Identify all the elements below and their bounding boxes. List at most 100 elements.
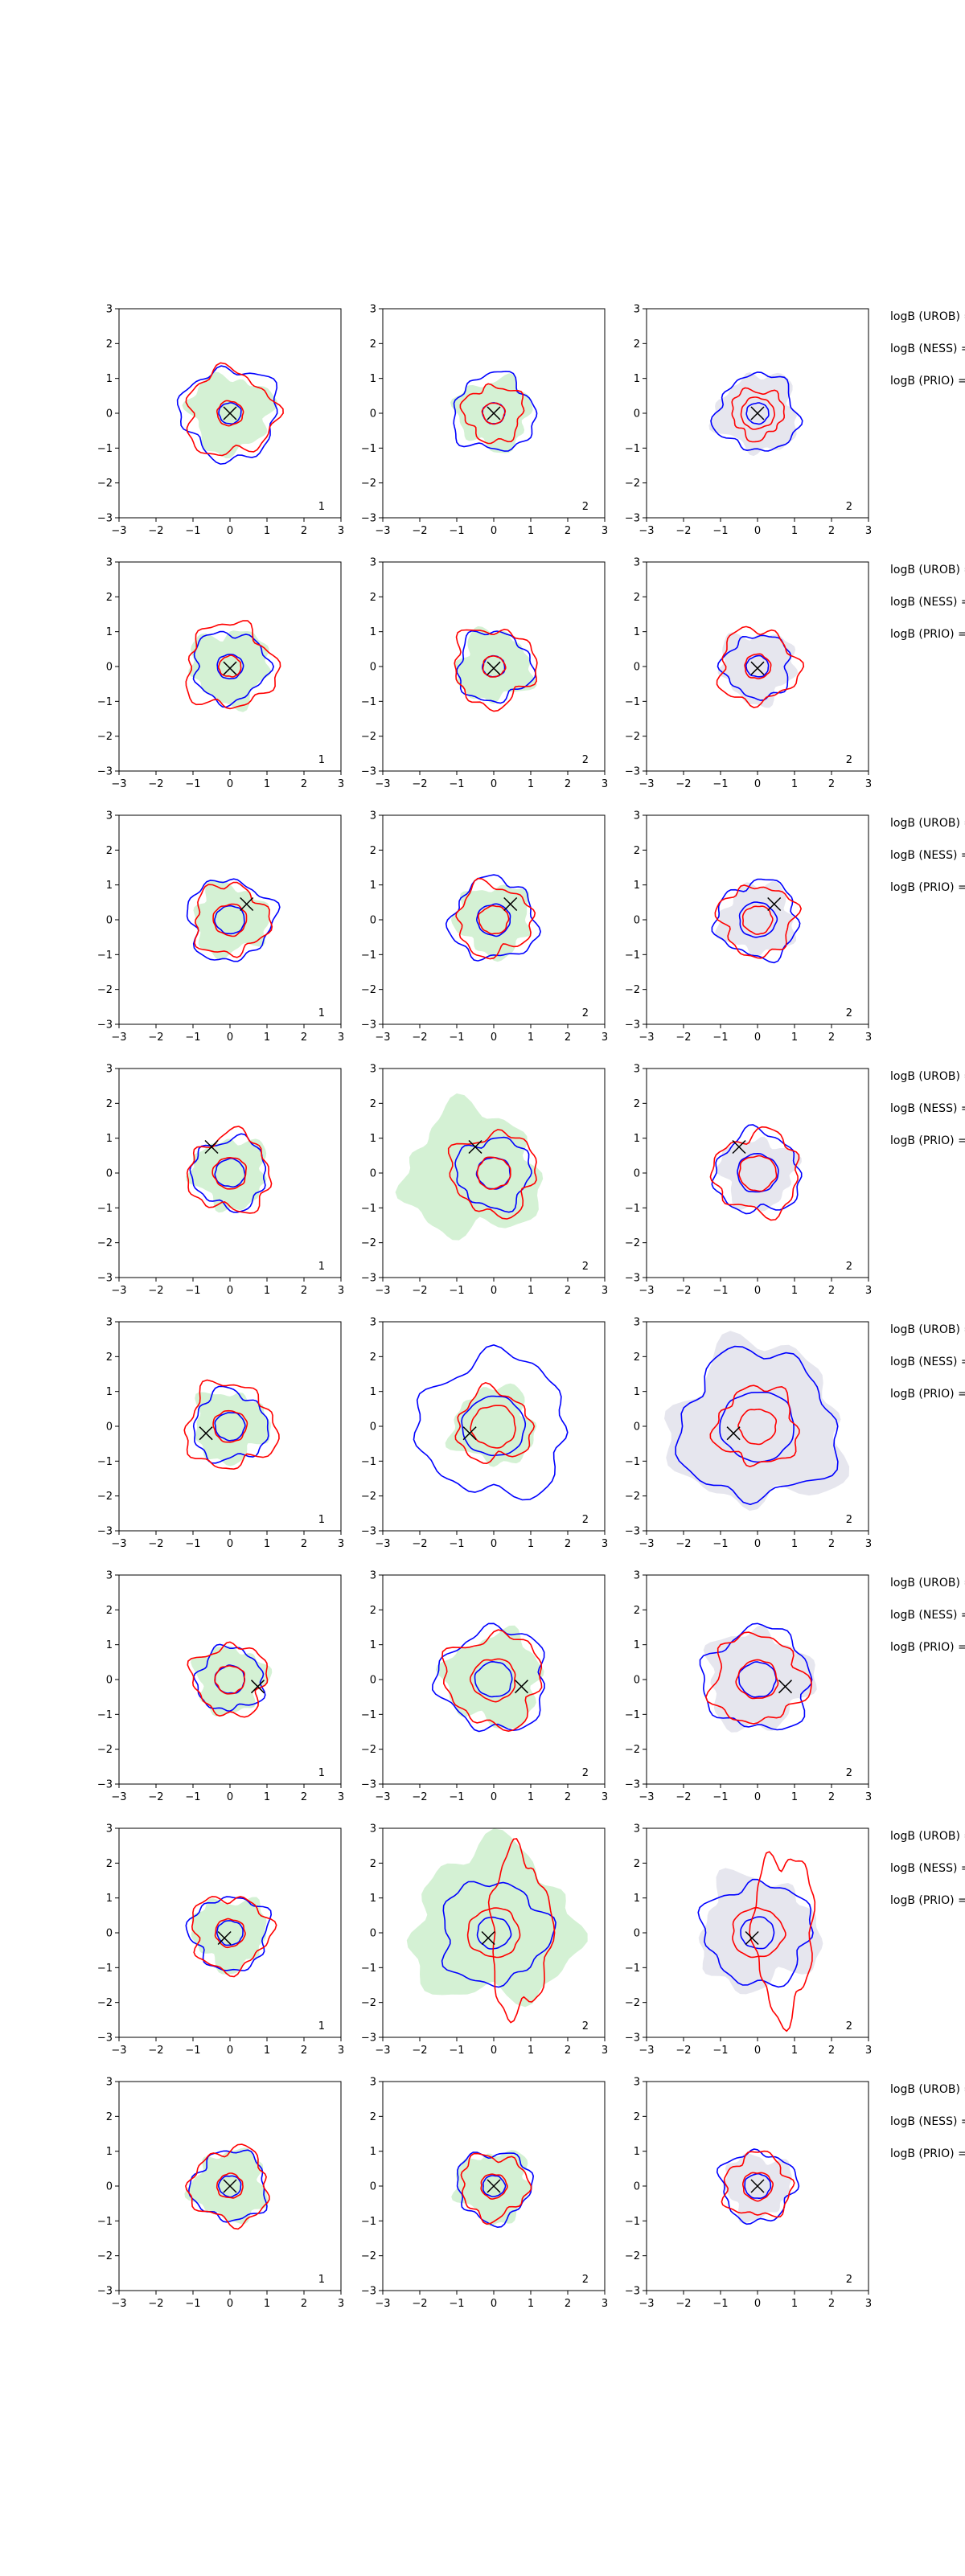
blue-contour (461, 1395, 527, 1457)
panel-label: 2 (846, 1767, 852, 1779)
density-fill (715, 1137, 802, 1212)
x-tick-label: −3 (639, 778, 654, 790)
panel-r7-c1: −3 −2 −1 0 1 2 3 −3 −2 −1 0 1 2 3 1 (97, 1823, 344, 2057)
x-tick-label: −2 (676, 1538, 691, 1550)
blue-contour (482, 2175, 507, 2198)
panel-label: 2 (582, 1007, 589, 1019)
y-tick-label: 0 (106, 915, 113, 927)
panel-r6-c2: −3 −2 −1 0 1 2 3 −3 −2 −1 0 1 2 3 2 (361, 1570, 608, 1804)
y-tick-label: −1 (361, 1456, 376, 1468)
y-tick-label: −3 (625, 2286, 640, 2298)
panel-contours (716, 2148, 800, 2225)
panel-contours (716, 626, 805, 708)
blue-contour (737, 1661, 777, 1698)
x-tick-label: −3 (375, 1285, 390, 1297)
x-tick-label: 1 (528, 525, 534, 537)
x-tick-label: −1 (185, 2045, 200, 2057)
panel-label: 2 (582, 2020, 589, 2032)
x-tick-label: 0 (227, 525, 233, 537)
y-tick-label: −2 (97, 1997, 113, 2009)
panel-contours (185, 1896, 277, 1978)
y-tick-label: 0 (106, 2181, 113, 2193)
red-contour (454, 1381, 536, 1465)
y-tick-label: −2 (97, 731, 113, 743)
y-tick-label: 3 (106, 1317, 113, 1329)
y-tick-label: −3 (361, 1019, 376, 1032)
x-tick-label: 2 (565, 525, 571, 537)
x-tick-label: 3 (338, 1285, 344, 1297)
y-tick-label: 1 (106, 1386, 113, 1398)
x-tick-label: 3 (602, 2045, 608, 2057)
panel-r4-c3: −3 −2 −1 0 1 2 3 −3 −2 −1 0 1 2 3 2 (625, 1064, 872, 1298)
row-legend-label: logB (NESS) = (890, 849, 965, 862)
y-tick-label: 2 (634, 1352, 640, 1364)
blue-contour (192, 630, 275, 708)
y-tick-label: −2 (97, 984, 113, 996)
x-tick-label: 1 (264, 778, 270, 790)
blue-contour (214, 904, 245, 935)
y-tick-label: 2 (634, 1605, 640, 1617)
density-fill (450, 884, 532, 962)
row-legend-label: logB (UROB) = (890, 2083, 965, 2096)
x-tick-label: 1 (528, 2045, 534, 2057)
red-contour (731, 387, 786, 443)
panel-r7-c3: −3 −2 −1 0 1 2 3 −3 −2 −1 0 1 2 3 2 (625, 1823, 872, 2057)
y-tick-label: 0 (106, 1928, 113, 1940)
panel-contours (413, 1344, 569, 1501)
red-contour (216, 400, 244, 427)
true-value-marker (217, 1930, 232, 1946)
x-tick-label: 2 (301, 2045, 307, 2057)
true-value-marker (199, 1426, 213, 1441)
panel-contours (697, 1851, 823, 2032)
x-tick-label: 3 (602, 1791, 608, 1803)
y-tick-label: 0 (370, 408, 376, 420)
x-tick-label: 0 (754, 2298, 761, 2310)
blue-contour (710, 371, 803, 452)
panel-label: 1 (318, 1767, 325, 1779)
blue-contour (675, 1345, 839, 1506)
y-tick-label: −2 (97, 1491, 113, 1503)
red-contour (211, 1156, 248, 1190)
panel-label: 1 (318, 1007, 325, 1019)
x-tick-label: −2 (148, 2298, 163, 2310)
y-tick-label: 2 (370, 1098, 376, 1110)
y-tick-label: −1 (97, 1456, 113, 1468)
x-tick-label: 0 (754, 1538, 761, 1550)
y-tick-label: 2 (370, 1352, 376, 1364)
true-value-marker (250, 1680, 265, 1694)
x-tick-label: 2 (828, 525, 835, 537)
y-tick-label: 3 (634, 557, 640, 569)
panel-contours (176, 362, 284, 466)
x-tick-label: 0 (754, 2045, 761, 2057)
x-tick-label: −2 (412, 1285, 427, 1297)
blue-contour (176, 365, 278, 466)
density-fill (708, 372, 798, 457)
red-contour (216, 2172, 244, 2199)
density-fill (191, 1646, 273, 1717)
y-tick-label: 1 (370, 880, 376, 892)
density-fill (193, 880, 269, 960)
red-contour (212, 903, 248, 937)
x-tick-label: −2 (412, 2298, 427, 2310)
x-tick-label: −3 (375, 525, 390, 537)
y-tick-label: −1 (97, 443, 113, 455)
row-legend-label: logB (PRIO) = (890, 375, 965, 388)
y-tick-label: 1 (634, 626, 640, 638)
red-contour (466, 1907, 521, 1959)
y-tick-label: −3 (361, 766, 376, 778)
x-tick-label: −2 (676, 2045, 691, 2057)
row-legend-label: logB (UROB) = (890, 564, 965, 576)
panel-contours (445, 874, 542, 962)
y-tick-label: 3 (370, 304, 376, 316)
y-tick-label: 2 (370, 1858, 376, 1870)
x-tick-label: 3 (865, 525, 872, 537)
y-tick-label: 3 (634, 1570, 640, 1582)
y-tick-label: −3 (361, 1779, 376, 1791)
row-legend-label: logB (NESS) = (890, 1102, 965, 1115)
y-tick-label: −3 (625, 1779, 640, 1791)
x-tick-label: 0 (754, 1791, 761, 1803)
x-tick-label: −3 (639, 1538, 654, 1550)
x-tick-label: 3 (602, 525, 608, 537)
